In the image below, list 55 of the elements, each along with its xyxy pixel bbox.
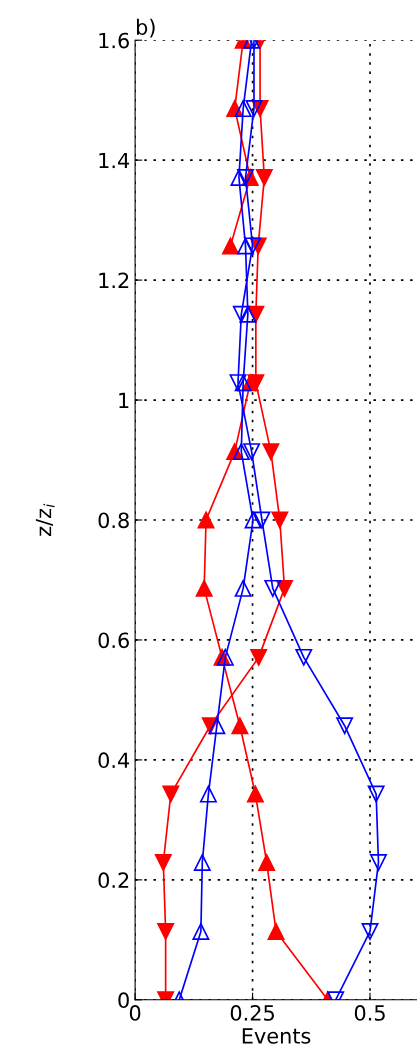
chart-title: b) — [137, 18, 155, 38]
point — [367, 785, 385, 803]
y-tick-label: 1.4 — [99, 152, 130, 169]
point — [162, 785, 180, 803]
point — [157, 922, 175, 940]
point — [234, 374, 252, 392]
point — [222, 237, 239, 255]
point — [258, 853, 276, 871]
point — [230, 169, 248, 187]
point — [295, 648, 313, 666]
point — [232, 305, 250, 323]
point — [197, 511, 215, 529]
x-tick-label: 0.5 — [354, 1005, 385, 1021]
point — [234, 579, 252, 597]
point — [243, 443, 261, 461]
y-tick-label: 0.6 — [98, 632, 129, 649]
point — [244, 511, 262, 529]
point — [193, 853, 211, 871]
point — [246, 785, 264, 803]
point — [195, 579, 213, 597]
y-tick-label: 0.4 — [98, 752, 130, 769]
point — [262, 443, 280, 461]
point — [255, 169, 273, 187]
point — [192, 922, 210, 940]
point — [231, 717, 249, 735]
point — [267, 922, 285, 940]
y-tick-label: 0.2 — [98, 872, 129, 889]
point — [245, 100, 263, 118]
point — [370, 853, 387, 871]
y-axis-title: z/z$_{i}$ — [35, 503, 55, 536]
point — [244, 237, 262, 255]
y-tick-label: 1.6 — [99, 32, 129, 49]
point — [208, 717, 226, 735]
point — [271, 511, 289, 529]
point — [250, 648, 268, 666]
point — [237, 237, 254, 255]
point — [361, 922, 379, 940]
y-tick-label: 1.2 — [99, 272, 129, 289]
point — [253, 511, 271, 529]
point — [237, 169, 254, 187]
point — [264, 579, 282, 597]
point — [336, 717, 354, 735]
point — [234, 100, 252, 118]
point — [276, 579, 293, 597]
x-tick-label: 0.25 — [230, 1005, 274, 1021]
point — [232, 443, 250, 461]
x-tick-label: 0 — [129, 1005, 141, 1021]
point — [239, 305, 257, 323]
y-tick-label: 0 — [118, 992, 129, 1009]
y-tick-label: 0.8 — [98, 512, 129, 529]
point — [154, 853, 172, 871]
x-axis-title: Events — [242, 1028, 311, 1044]
point — [199, 785, 217, 803]
y-tick-label: 1 — [119, 392, 129, 408]
point — [229, 374, 247, 392]
